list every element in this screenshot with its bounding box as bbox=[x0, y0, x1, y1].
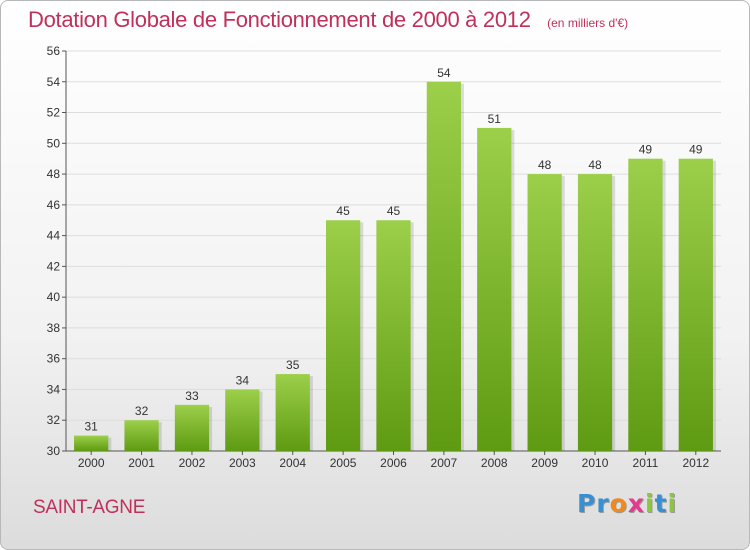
data-label: 48 bbox=[588, 158, 602, 172]
y-tick-label: 50 bbox=[47, 136, 61, 150]
x-tick-label: 2005 bbox=[330, 456, 357, 470]
bar bbox=[376, 220, 411, 451]
bar bbox=[174, 404, 210, 451]
x-tick-label: 2012 bbox=[682, 456, 709, 470]
y-tick-label: 30 bbox=[47, 444, 61, 458]
commune-name: SAINT-AGNE bbox=[33, 497, 146, 518]
chart-subtitle: (en milliers d'€) bbox=[547, 16, 629, 30]
x-tick-label: 2011 bbox=[633, 456, 659, 470]
data-label: 51 bbox=[488, 112, 502, 126]
bar bbox=[678, 158, 713, 451]
data-label: 33 bbox=[185, 389, 199, 403]
y-tick-label: 32 bbox=[47, 413, 61, 427]
x-tick-label: 2007 bbox=[431, 456, 458, 470]
chart-title: Dotation Globale de Fonctionnement de 20… bbox=[28, 7, 531, 32]
x-tick-label: 2001 bbox=[128, 456, 155, 470]
data-label: 48 bbox=[538, 158, 552, 172]
bar bbox=[527, 174, 562, 452]
y-tick-label: 36 bbox=[47, 352, 61, 366]
data-label: 49 bbox=[689, 143, 703, 157]
logo-letter: P bbox=[577, 489, 597, 518]
logo-letter: i bbox=[667, 489, 678, 518]
data-label: 35 bbox=[286, 358, 300, 372]
logo-letter: i bbox=[645, 489, 655, 518]
bar bbox=[628, 158, 663, 451]
data-label: 54 bbox=[437, 66, 451, 80]
bar bbox=[325, 220, 361, 451]
y-tick-label: 42 bbox=[47, 259, 61, 273]
axes: 30 32 34 36 38 40 42 44 46 48 50 52 54 56 2000 2001 2002… bbox=[47, 44, 721, 470]
logo-letter: t bbox=[654, 489, 668, 518]
y-tick-label: 52 bbox=[47, 106, 61, 120]
x-tick-label: 2006 bbox=[380, 456, 407, 470]
y-tick-label: 48 bbox=[47, 167, 61, 181]
data-label: 32 bbox=[135, 404, 149, 418]
x-tick-label: 2008 bbox=[481, 456, 508, 470]
x-tick-label: 2000 bbox=[78, 456, 105, 470]
data-label: 45 bbox=[336, 204, 350, 218]
bar bbox=[426, 81, 462, 452]
y-tick-label: 56 bbox=[47, 44, 61, 58]
data-label: 31 bbox=[85, 420, 99, 434]
bar bbox=[225, 389, 260, 451]
y-tick-label: 34 bbox=[47, 382, 61, 396]
x-tick-label: 2010 bbox=[582, 456, 609, 470]
y-tick-label: 54 bbox=[47, 75, 61, 89]
y-tick-label: 40 bbox=[47, 290, 61, 304]
logo-letter: x bbox=[627, 489, 645, 518]
x-tick-label: 2009 bbox=[531, 456, 558, 470]
bar bbox=[577, 174, 613, 452]
data-labels: 31 32 33 34 35 45 45 54 51 48 48 49 49 bbox=[85, 66, 703, 434]
y-tick-label: 44 bbox=[47, 229, 61, 243]
x-tick-label: 2003 bbox=[229, 456, 256, 470]
y-tick-label: 38 bbox=[47, 321, 61, 335]
data-label: 34 bbox=[236, 373, 250, 387]
bar bbox=[74, 435, 109, 451]
logo-letter: r bbox=[596, 489, 610, 518]
y-tick-label: 46 bbox=[47, 198, 61, 212]
data-label: 45 bbox=[387, 204, 401, 218]
title-row: Dotation Globale de Fonctionnement de 20… bbox=[28, 7, 628, 33]
logo-letter: o bbox=[609, 489, 628, 518]
data-label: 49 bbox=[639, 143, 653, 157]
x-tick-label: 2004 bbox=[279, 456, 306, 470]
bars bbox=[74, 81, 716, 452]
bar bbox=[275, 374, 310, 451]
x-tick-label: 2002 bbox=[179, 456, 206, 470]
bar bbox=[477, 127, 512, 451]
proxiti-logo[interactable]: Proxiti bbox=[577, 489, 677, 518]
bar bbox=[124, 420, 159, 451]
